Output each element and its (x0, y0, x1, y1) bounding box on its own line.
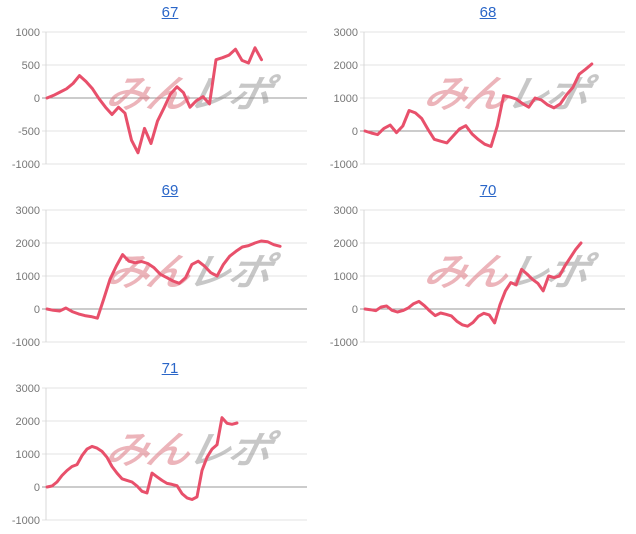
y-tick-label: 2000 (334, 60, 358, 72)
chart-title-row: 71 (0, 360, 318, 378)
chart-title-link[interactable]: 70 (479, 182, 497, 199)
chart-title-link[interactable]: 68 (479, 4, 497, 21)
y-tick-label: 1000 (16, 449, 40, 461)
line-chart: 3000 2000 1000 0 -1000 みんレポ (12, 383, 307, 527)
y-tick-label: 3000 (16, 383, 40, 395)
y-tick-label: -1000 (330, 159, 358, 171)
watermark: みんレポ (102, 429, 282, 472)
chart-cell: 71 3000 2000 1000 0 -1000 みんレポ (0, 356, 318, 534)
y-tick-label: 0 (352, 126, 358, 138)
line-chart: 1000 500 0 -500 -1000 みんレポ (12, 27, 307, 171)
y-tick-label: 3000 (16, 205, 40, 217)
line-chart: 3000 2000 1000 0 -1000 みんレポ (330, 205, 625, 349)
y-tick-label: 2000 (334, 238, 358, 250)
watermark: みんレポ (102, 73, 282, 116)
y-tick-label: 1000 (16, 27, 40, 39)
y-tick-label: 2000 (16, 238, 40, 250)
watermark-text-gray: レポ (184, 251, 283, 294)
watermark-text-gray: レポ (184, 429, 283, 472)
watermark-text-pink: みん (102, 251, 196, 294)
chart-title-row: 70 (318, 182, 636, 200)
watermark-text: みんレポ (102, 73, 282, 116)
chart-title-row: 69 (0, 182, 318, 200)
chart-title-row: 67 (0, 4, 318, 22)
y-tick-label: 500 (22, 60, 40, 72)
watermark-text-pink: みん (420, 73, 514, 116)
y-tick-label: -1000 (330, 337, 358, 349)
chart-cell: 67 1000 500 0 -500 -1000 みんレポ (0, 0, 318, 178)
data-line (45, 239, 282, 320)
watermark: みんレポ (420, 73, 600, 116)
y-tick-label: 0 (34, 304, 40, 316)
chart-title-link[interactable]: 67 (161, 4, 179, 21)
y-tick-label: 3000 (334, 205, 358, 217)
chart-title-link[interactable]: 71 (161, 360, 179, 377)
watermark-text-gray: レポ (502, 73, 601, 116)
y-tick-label: -1000 (12, 337, 40, 349)
watermark-text: みんレポ (420, 73, 600, 116)
watermark-text: みんレポ (102, 251, 282, 294)
y-tick-label: 0 (34, 93, 40, 105)
y-tick-label: -500 (18, 126, 40, 138)
data-line (45, 416, 239, 501)
y-tick-label: 1000 (334, 271, 358, 283)
chart-title-link[interactable]: 69 (161, 182, 179, 199)
y-tick-label: 0 (34, 482, 40, 494)
watermark-text: みんレポ (420, 251, 600, 294)
chart-cell: 69 3000 2000 1000 0 -1000 みんレポ (0, 178, 318, 356)
data-line (45, 46, 263, 155)
y-tick-label: 1000 (334, 93, 358, 105)
watermark-text-pink: みん (102, 429, 196, 472)
line-chart: 3000 2000 1000 0 -1000 みんレポ (330, 27, 625, 171)
y-tick-label: -1000 (12, 159, 40, 171)
chart-title-row: 68 (318, 4, 636, 22)
watermark-text-pink: みん (420, 251, 514, 294)
line-chart: 3000 2000 1000 0 -1000 みんレポ (12, 205, 307, 349)
watermark: みんレポ (420, 251, 600, 294)
chart-cell: 68 3000 2000 1000 0 -1000 みんレポ (318, 0, 636, 178)
watermark: みんレポ (102, 251, 282, 294)
data-line (363, 62, 594, 148)
chart-cell: 70 3000 2000 1000 0 -1000 みんレポ (318, 178, 636, 356)
watermark-text: みんレポ (102, 429, 282, 472)
data-line (363, 241, 583, 328)
y-tick-label: 3000 (334, 27, 358, 39)
y-tick-label: 0 (352, 304, 358, 316)
y-tick-label: 1000 (16, 271, 40, 283)
y-tick-label: 2000 (16, 416, 40, 428)
watermark-text-gray: レポ (502, 251, 601, 294)
watermark-text-gray: レポ (184, 73, 283, 116)
y-tick-label: -1000 (12, 515, 40, 527)
